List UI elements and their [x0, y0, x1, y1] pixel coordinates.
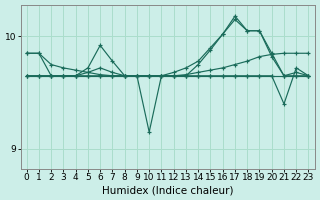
X-axis label: Humidex (Indice chaleur): Humidex (Indice chaleur) [102, 185, 233, 195]
